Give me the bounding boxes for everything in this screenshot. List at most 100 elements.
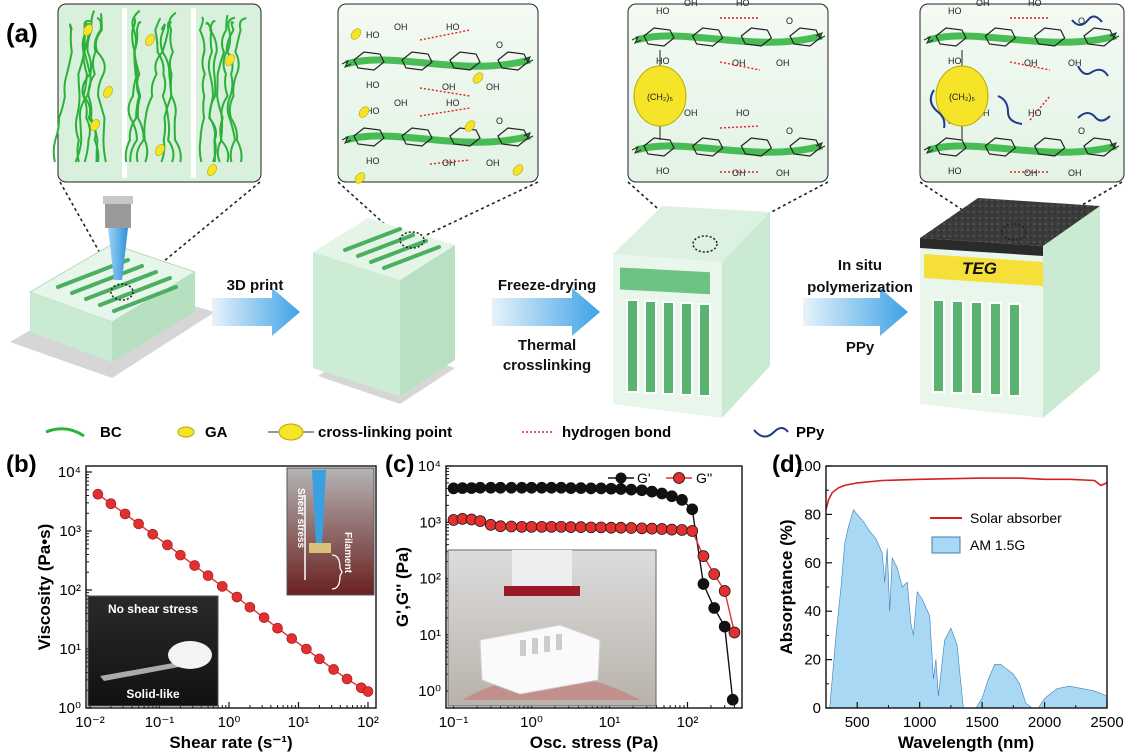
chain-end bbox=[923, 35, 934, 45]
x-tick-label: 10¹ bbox=[288, 714, 310, 731]
chem-label: OH bbox=[684, 0, 698, 8]
y-tick-label: 10⁴ bbox=[418, 458, 441, 475]
glucose-ring bbox=[691, 27, 724, 47]
y-tick-label: 0 bbox=[813, 700, 821, 717]
panel-b-frame bbox=[85, 465, 377, 709]
gprime-point bbox=[585, 482, 597, 495]
glucose-ring bbox=[401, 127, 433, 147]
panel-b-series bbox=[92, 488, 374, 697]
x-tick-label: 10⁰ bbox=[520, 714, 543, 731]
hydrogen-bond bbox=[419, 107, 471, 117]
chem-label: HO bbox=[656, 6, 670, 16]
panel-d: (d) 500 1000 1500 2000 2500 0 20 40 60 80 100 Sola… bbox=[772, 451, 1124, 752]
hydrogen-bond bbox=[419, 29, 471, 41]
panel-c-xlabel: Osc. stress (Pa) bbox=[530, 733, 659, 752]
step-3-label-2: polymerization bbox=[807, 279, 913, 296]
fiber-zoom-box bbox=[52, 3, 262, 183]
viscosity-point bbox=[105, 498, 117, 510]
am15g-area bbox=[829, 508, 1108, 709]
hydrogen-bond bbox=[719, 125, 761, 129]
chain-end bbox=[923, 145, 934, 155]
viscosity-point bbox=[189, 560, 200, 571]
gdoubleprime-point bbox=[575, 521, 587, 533]
y-tick-label: 10¹ bbox=[59, 641, 81, 658]
y-tick-label: 10¹ bbox=[419, 627, 441, 644]
gdoubleprime-point bbox=[505, 520, 518, 533]
x-tick-label: 10² bbox=[677, 714, 699, 731]
bc-fiber bbox=[198, 16, 206, 163]
bc-fiber bbox=[159, 23, 182, 163]
bc-chain bbox=[927, 142, 1117, 156]
ga-molecule bbox=[358, 106, 370, 118]
panel-d-xlabel: Wavelength (nm) bbox=[898, 733, 1034, 752]
gprime-point bbox=[535, 481, 548, 494]
y-tick-label: 10⁰ bbox=[58, 700, 81, 717]
viscosity-point bbox=[286, 633, 298, 644]
y-tick-label: 10⁰ bbox=[418, 683, 441, 700]
x-tick-label: 10⁻¹ bbox=[439, 714, 469, 731]
crosslinked-scaffold bbox=[613, 206, 770, 418]
viscosity-point bbox=[162, 539, 173, 551]
x-tick-label: 10² bbox=[357, 714, 379, 731]
viscosity-point bbox=[92, 488, 104, 500]
legend-ga-label: GA bbox=[205, 424, 228, 441]
chem-label: HO bbox=[948, 6, 962, 16]
gprime-point bbox=[636, 484, 648, 497]
gprime-point bbox=[505, 481, 518, 494]
viscosity-point bbox=[341, 673, 353, 685]
gdoubleprime-point bbox=[525, 520, 538, 533]
chem-label: O bbox=[496, 40, 503, 50]
viscosity-point bbox=[362, 686, 374, 697]
gprime-point bbox=[646, 485, 658, 498]
chem-label: HO bbox=[446, 98, 460, 108]
step-2-label-2: Thermal bbox=[518, 337, 576, 354]
y-tick-label: 60 bbox=[804, 555, 821, 572]
gprime-point bbox=[515, 481, 528, 494]
panel-b-xlabel: Shear rate (s⁻¹) bbox=[169, 733, 292, 752]
chain-end bbox=[341, 135, 352, 145]
chem-label: HO bbox=[656, 166, 670, 176]
gprime-point bbox=[665, 490, 678, 503]
gprime-point bbox=[697, 578, 710, 590]
gprime-point bbox=[474, 481, 487, 494]
printing-stage bbox=[10, 196, 215, 378]
chain-end bbox=[631, 145, 642, 155]
viscosity-point bbox=[119, 508, 131, 520]
chem-label: HO bbox=[948, 166, 962, 176]
panel-d-legend: Solar absorber AM 1.5G bbox=[930, 510, 1062, 554]
ga-molecule bbox=[472, 72, 484, 84]
glucose-ring bbox=[935, 137, 967, 157]
glucose-ring bbox=[643, 137, 675, 157]
gdoubleprime-point bbox=[718, 585, 731, 597]
bc-fiber bbox=[154, 17, 175, 163]
panel-b-label: (b) bbox=[6, 451, 37, 478]
chain-end bbox=[341, 59, 352, 69]
chem-label: OH bbox=[1068, 58, 1082, 68]
arrow-polymerize bbox=[803, 288, 908, 336]
ppy-chain bbox=[929, 89, 946, 129]
chem-label: HO bbox=[1028, 0, 1042, 8]
arrow-print bbox=[212, 288, 300, 336]
hydrogen-bond bbox=[1009, 61, 1051, 71]
x-tick-label: 2000 bbox=[1028, 714, 1061, 731]
gdoubleprime-point bbox=[708, 568, 721, 580]
step-3-label-3: PPy bbox=[846, 339, 875, 356]
gdoubleprime-point bbox=[625, 522, 638, 534]
viscosity-point bbox=[216, 581, 228, 592]
ga-molecule bbox=[512, 164, 524, 176]
gprime-point bbox=[575, 482, 587, 494]
legend-bc-label: BC bbox=[100, 424, 122, 441]
ga-molecule bbox=[155, 144, 165, 156]
gdoubleprime-point bbox=[595, 521, 607, 534]
x-tick-label: 10¹ bbox=[599, 714, 621, 731]
viscosity-point bbox=[258, 612, 270, 623]
chem-label: OH bbox=[394, 98, 408, 108]
bc-fiber bbox=[228, 17, 247, 163]
chem-label: O bbox=[496, 116, 503, 126]
glucose-ring bbox=[984, 27, 1017, 47]
y-tick-label: 100 bbox=[796, 458, 821, 475]
